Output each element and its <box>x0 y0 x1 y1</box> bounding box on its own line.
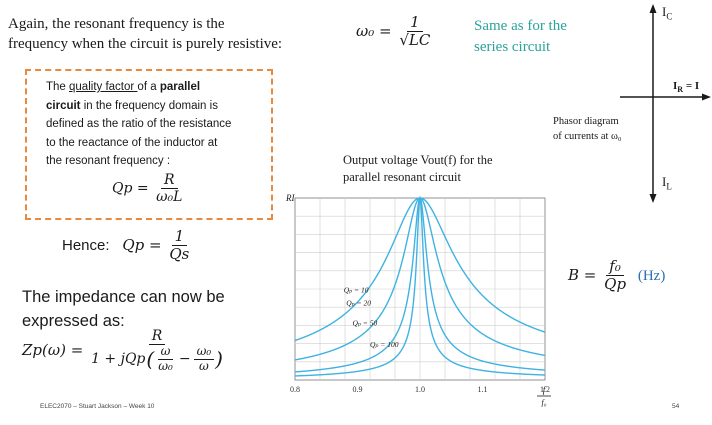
omega0-fraction: 1 √LC <box>396 13 433 50</box>
quality-factor-definition-box <box>25 69 273 220</box>
definition-text: The quality factor of a parallel circuit… <box>46 78 231 171</box>
chart-x-label-num: f <box>543 385 547 395</box>
qp-definition-formula: Qp = R ω₀L <box>112 172 183 206</box>
chart-title-line-1: Output voltage Vout(f) for the <box>343 153 493 167</box>
footer-left: ELEC2070 – Stuart Jackson – Week 10 <box>40 403 155 410</box>
x-tick-label: 0.8 <box>290 385 300 394</box>
phasor-il-label: IL <box>662 174 672 192</box>
series-note-line-1: Same as for the <box>474 18 567 34</box>
chart-series-labels: Qₚ = 10 Qₚ = 20 Qₚ = 50 Qₚ = 100 <box>344 286 399 350</box>
x-tick-label: 1.0 <box>415 385 425 394</box>
omega0-formula: ω₀ = 1 √LC <box>356 13 433 50</box>
hence-formula: Hence: Qp = 1 Qs <box>62 227 190 264</box>
bandwidth-unit: (Hz) <box>637 267 666 284</box>
chart-grid <box>294 197 546 381</box>
resonance-chart: RI Qₚ = 10 Qₚ = 20 Qₚ = 50 Qₚ = 100 0.8 0.9 1… <box>285 193 551 407</box>
omega0-num: 1 <box>407 13 423 33</box>
page-number: 54 <box>672 403 680 410</box>
definition-line-4: to the reactance of the inductor at <box>46 136 218 149</box>
impedance-line-1: The impedance can now be <box>22 288 225 306</box>
series-note: Same as for the series circuit <box>474 16 567 58</box>
hence-label: Hence: <box>62 236 110 254</box>
impedance-line-2: expressed as: <box>22 312 125 330</box>
series-note-line-2: series circuit <box>474 39 551 55</box>
x-tick-label: 1.1 <box>478 385 488 394</box>
chart-x-ticks: 0.8 0.9 1.0 1.1 1.2 <box>290 385 550 394</box>
curve-q100 <box>294 195 546 377</box>
x-tick-label: 0.9 <box>353 385 363 394</box>
phasor-ic-label: IC <box>662 4 673 22</box>
chart-title-line-2: parallel resonant circuit <box>343 170 461 184</box>
phasor-caption: Phasor diagram of currents at ω₀ <box>553 114 622 144</box>
bandwidth-formula: B = f₀ Qp (Hz) <box>568 257 666 294</box>
impedance-text: The impedance can now be expressed as: <box>22 285 225 333</box>
intro-line-1: Again, the resonant frequency is the <box>8 16 225 32</box>
phasor-ir-label: IR = I <box>673 80 700 95</box>
phasor-diagram <box>620 4 711 203</box>
chart-y-label: RI <box>285 193 295 203</box>
definition-line-1: The quality factor of a parallel <box>46 81 201 93</box>
series-label-q50: Qₚ = 50 <box>353 318 378 327</box>
x-tick-label: 1.2 <box>540 385 550 394</box>
omega0-lhs: ω₀ = <box>356 21 392 40</box>
intro-text: Again, the resonant frequency is the fre… <box>8 14 282 54</box>
phasor-caption-line-2: of currents at ω₀ <box>553 131 622 142</box>
series-label-q100: Qₚ = 100 <box>370 340 399 349</box>
definition-line-5: the resonant frequency : <box>46 155 171 167</box>
phasor-il-arrow <box>649 194 657 203</box>
phasor-caption-line-1: Phasor diagram <box>553 116 619 127</box>
chart-x-label-den: f₀ <box>541 398 546 407</box>
intro-line-2: frequency when the circuit is purely res… <box>8 36 283 52</box>
chart-title: Output voltage Vout(f) for the parallel … <box>343 152 493 186</box>
impedance-formula: Zp(ω) = R 1 + jQp ( ω ω₀ − ω₀ ω ) <box>22 328 223 373</box>
series-label-q20: Qₚ = 20 <box>346 298 371 307</box>
phasor-ir-arrow <box>702 93 711 101</box>
phasor-ic-arrow <box>649 4 657 13</box>
omega0-den: √LC <box>399 31 431 50</box>
series-label-q10: Qₚ = 10 <box>344 286 369 295</box>
definition-line-3: defined as the ratio of the resistance <box>46 118 232 130</box>
chart-curves <box>294 195 546 377</box>
definition-line-2: circuit in the frequency domain is <box>46 99 218 112</box>
